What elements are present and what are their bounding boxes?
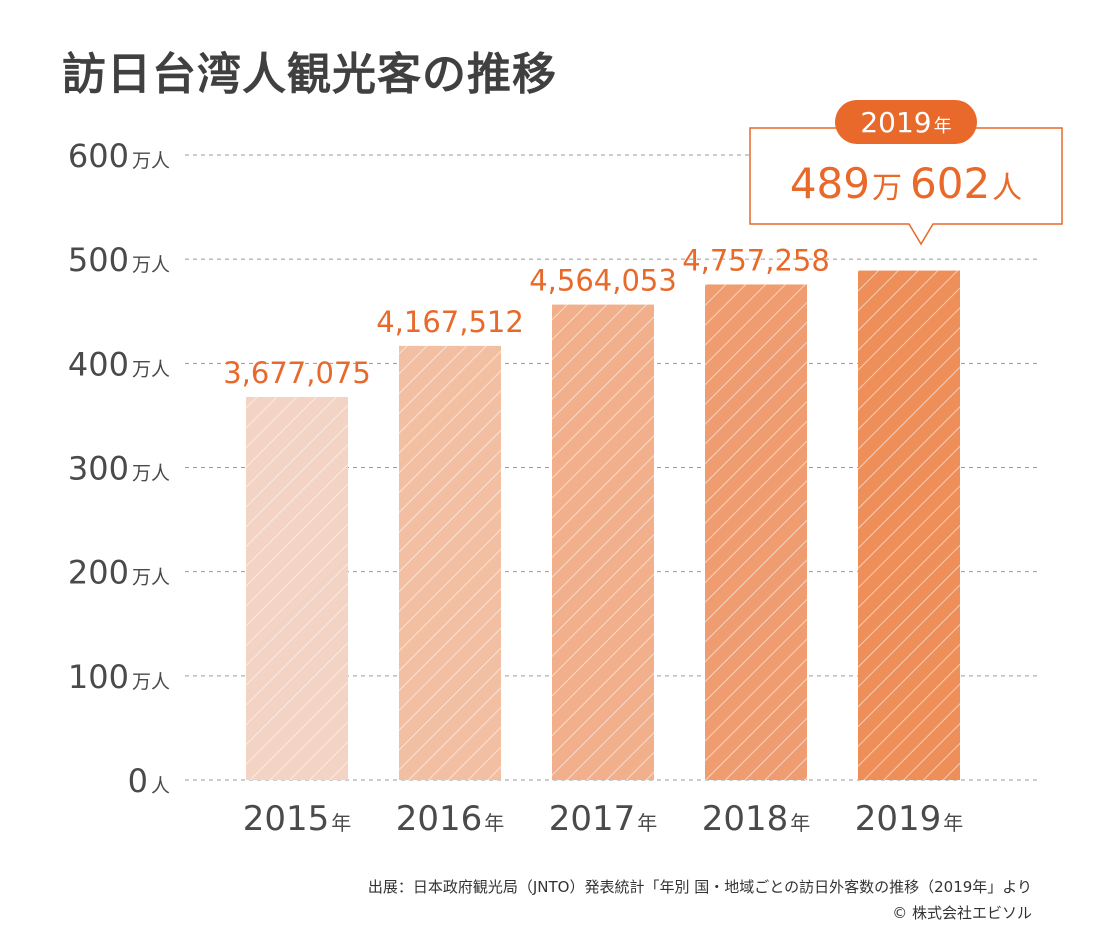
bar-hatch-2018 (705, 284, 807, 780)
y-tick-label: 300 万人 (68, 450, 170, 488)
callout-box (749, 127, 1063, 246)
copyright: © 株式会社エビソル (892, 904, 1032, 922)
value-label: 3,677,075 (223, 356, 371, 390)
callout-year-pill (835, 100, 977, 144)
y-tick-label: 500 万人 (68, 241, 170, 279)
bars (246, 270, 960, 780)
bar-hatch-2016 (399, 345, 501, 780)
y-tick-label: 200 万人 (68, 554, 170, 592)
source-note: 出展：日本政府観光局（JNTO）発表統計「年別 国・地域ごとの訪日外客数の推移（… (367, 878, 1032, 896)
y-tick-label: 400 万人 (68, 345, 170, 383)
callout-year: 2019 年 (860, 106, 951, 139)
bar-hatch-2015 (246, 396, 348, 780)
x-tick-label: 2015 年 (243, 799, 352, 839)
chart-title: 訪日台湾人観光客の推移 (62, 49, 557, 100)
y-tick-label: 600 万人 (68, 137, 170, 175)
value-label: 4,564,053 (529, 264, 677, 298)
x-tick-label: 2018 年 (702, 799, 811, 839)
callout-value: 489万 602人 (790, 159, 1022, 208)
y-axis: 0 人 100 万人 200 万人 300 万人 400 万人 500 万人 600 万人 (68, 137, 170, 800)
callout: 2019 年 489万 602人 (749, 100, 1063, 246)
bar-hatch-2019 (858, 270, 960, 780)
value-label: 4,757,258 (682, 243, 830, 277)
x-axis: 2015 年 2016 年 2017 年 2018 年 2019 年 (243, 799, 964, 839)
value-label: 4,167,512 (376, 305, 524, 339)
bar-hatch-2017 (552, 304, 654, 780)
x-tick-label: 2016 年 (396, 799, 505, 839)
y-tick-label: 100 万人 (68, 658, 170, 696)
x-tick-label: 2019 年 (855, 799, 964, 839)
x-tick-label: 2017 年 (549, 799, 658, 839)
